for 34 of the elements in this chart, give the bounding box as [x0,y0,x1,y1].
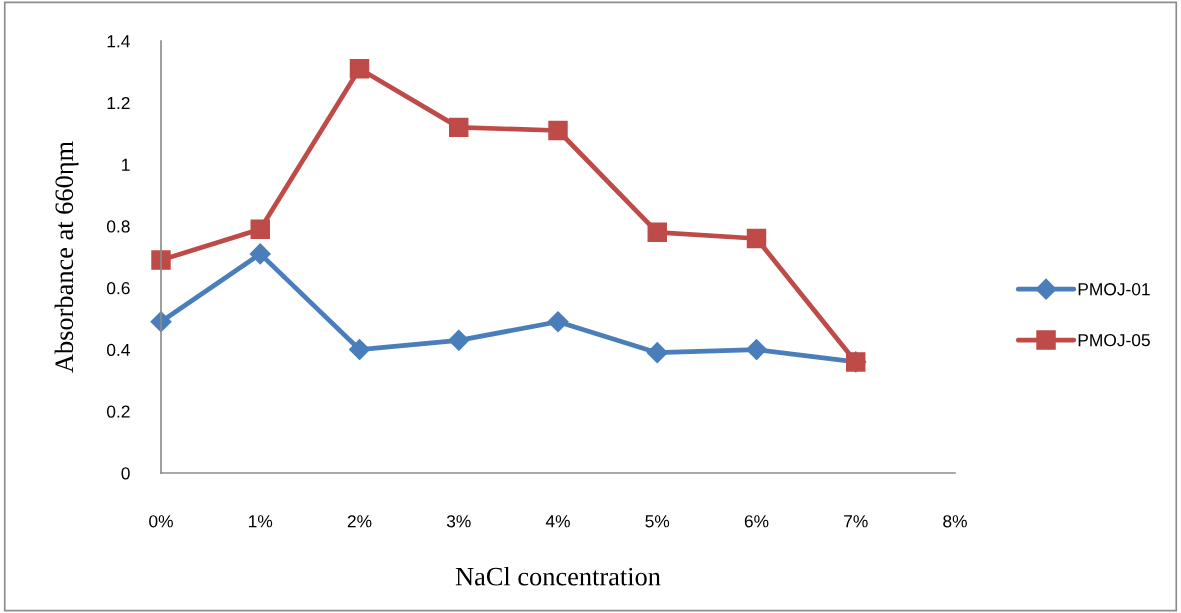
y-tick-label: 0 [121,467,130,480]
y-axis-title: Absorbance at 660ηm [54,141,79,373]
point [746,228,767,249]
point [646,342,668,364]
x-tick-label: 6% [744,515,769,528]
y-tick-label: 0.8 [106,220,130,233]
x-tick-label: 8% [943,515,967,528]
point [151,250,171,270]
y-tick-label: 0.4 [106,343,130,357]
y-tick-label: 1.2 [107,96,130,109]
legend-label: PMOJ-05 [1078,334,1150,347]
point [348,339,371,361]
point [647,222,667,243]
point [449,117,469,138]
point [745,339,768,361]
x-tick-label: 4% [545,515,570,528]
x-tick-label: 3% [446,515,471,528]
x-tick-label: 0% [149,515,173,528]
point [448,329,470,351]
point [249,243,271,265]
x-tick-label: 5% [645,515,670,528]
point [250,219,270,239]
y-tick-label: 0.6 [106,282,130,295]
y-tick-label: 1 [122,158,130,171]
point [547,311,569,333]
x-tick-label: 7% [844,515,868,528]
y-tick-label: 0.2 [106,405,130,418]
point [548,120,568,141]
y-tick-label: 1.4 [107,35,130,48]
x-tick-label: 2% [347,515,372,528]
point [349,59,370,79]
legend-label: PMOJ-01 [1078,283,1150,296]
x-axis-title: NaCl concentration [455,566,661,586]
x-tick-label: 1% [249,515,273,528]
